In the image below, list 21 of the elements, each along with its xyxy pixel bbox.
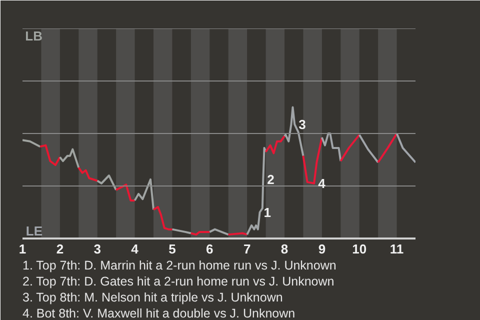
annotation: 1 [264, 204, 272, 220]
text: 1. Top 7th: D. Marrin hit a 2-run home run vs J. Unknown [22, 258, 336, 272]
x-tick-label: 1 [18, 242, 26, 256]
x-tick-label: 6 [206, 242, 214, 256]
text: 3. Top 8th: M. Nelson hit a triple vs J. Unknown [22, 290, 283, 304]
x-tick-label: 7 [243, 242, 251, 256]
x-tick-label: 9 [318, 242, 326, 256]
x-tick-label: 2 [56, 242, 64, 256]
annotation: 2 [267, 172, 274, 187]
annotation: 3 [298, 116, 306, 132]
x-tick-label: 4 [131, 242, 140, 256]
x-tick-label: 11 [390, 242, 404, 256]
text: 2. Top 7th: D. Gates hit a 2-run home run vs J. Unknown [22, 274, 334, 288]
x-tick-label: 3 [94, 242, 101, 256]
text: 4. Bot 8th: V. Maxwell hit a double vs J. Unknown [22, 306, 296, 320]
x-tick-label: 10 [352, 242, 367, 256]
x-tick-label: 8 [280, 242, 288, 256]
text: LB [25, 28, 43, 44]
x-tick-label: 5 [168, 242, 176, 256]
annotation: LE [26, 224, 43, 238]
annotation: 4 [318, 176, 326, 191]
